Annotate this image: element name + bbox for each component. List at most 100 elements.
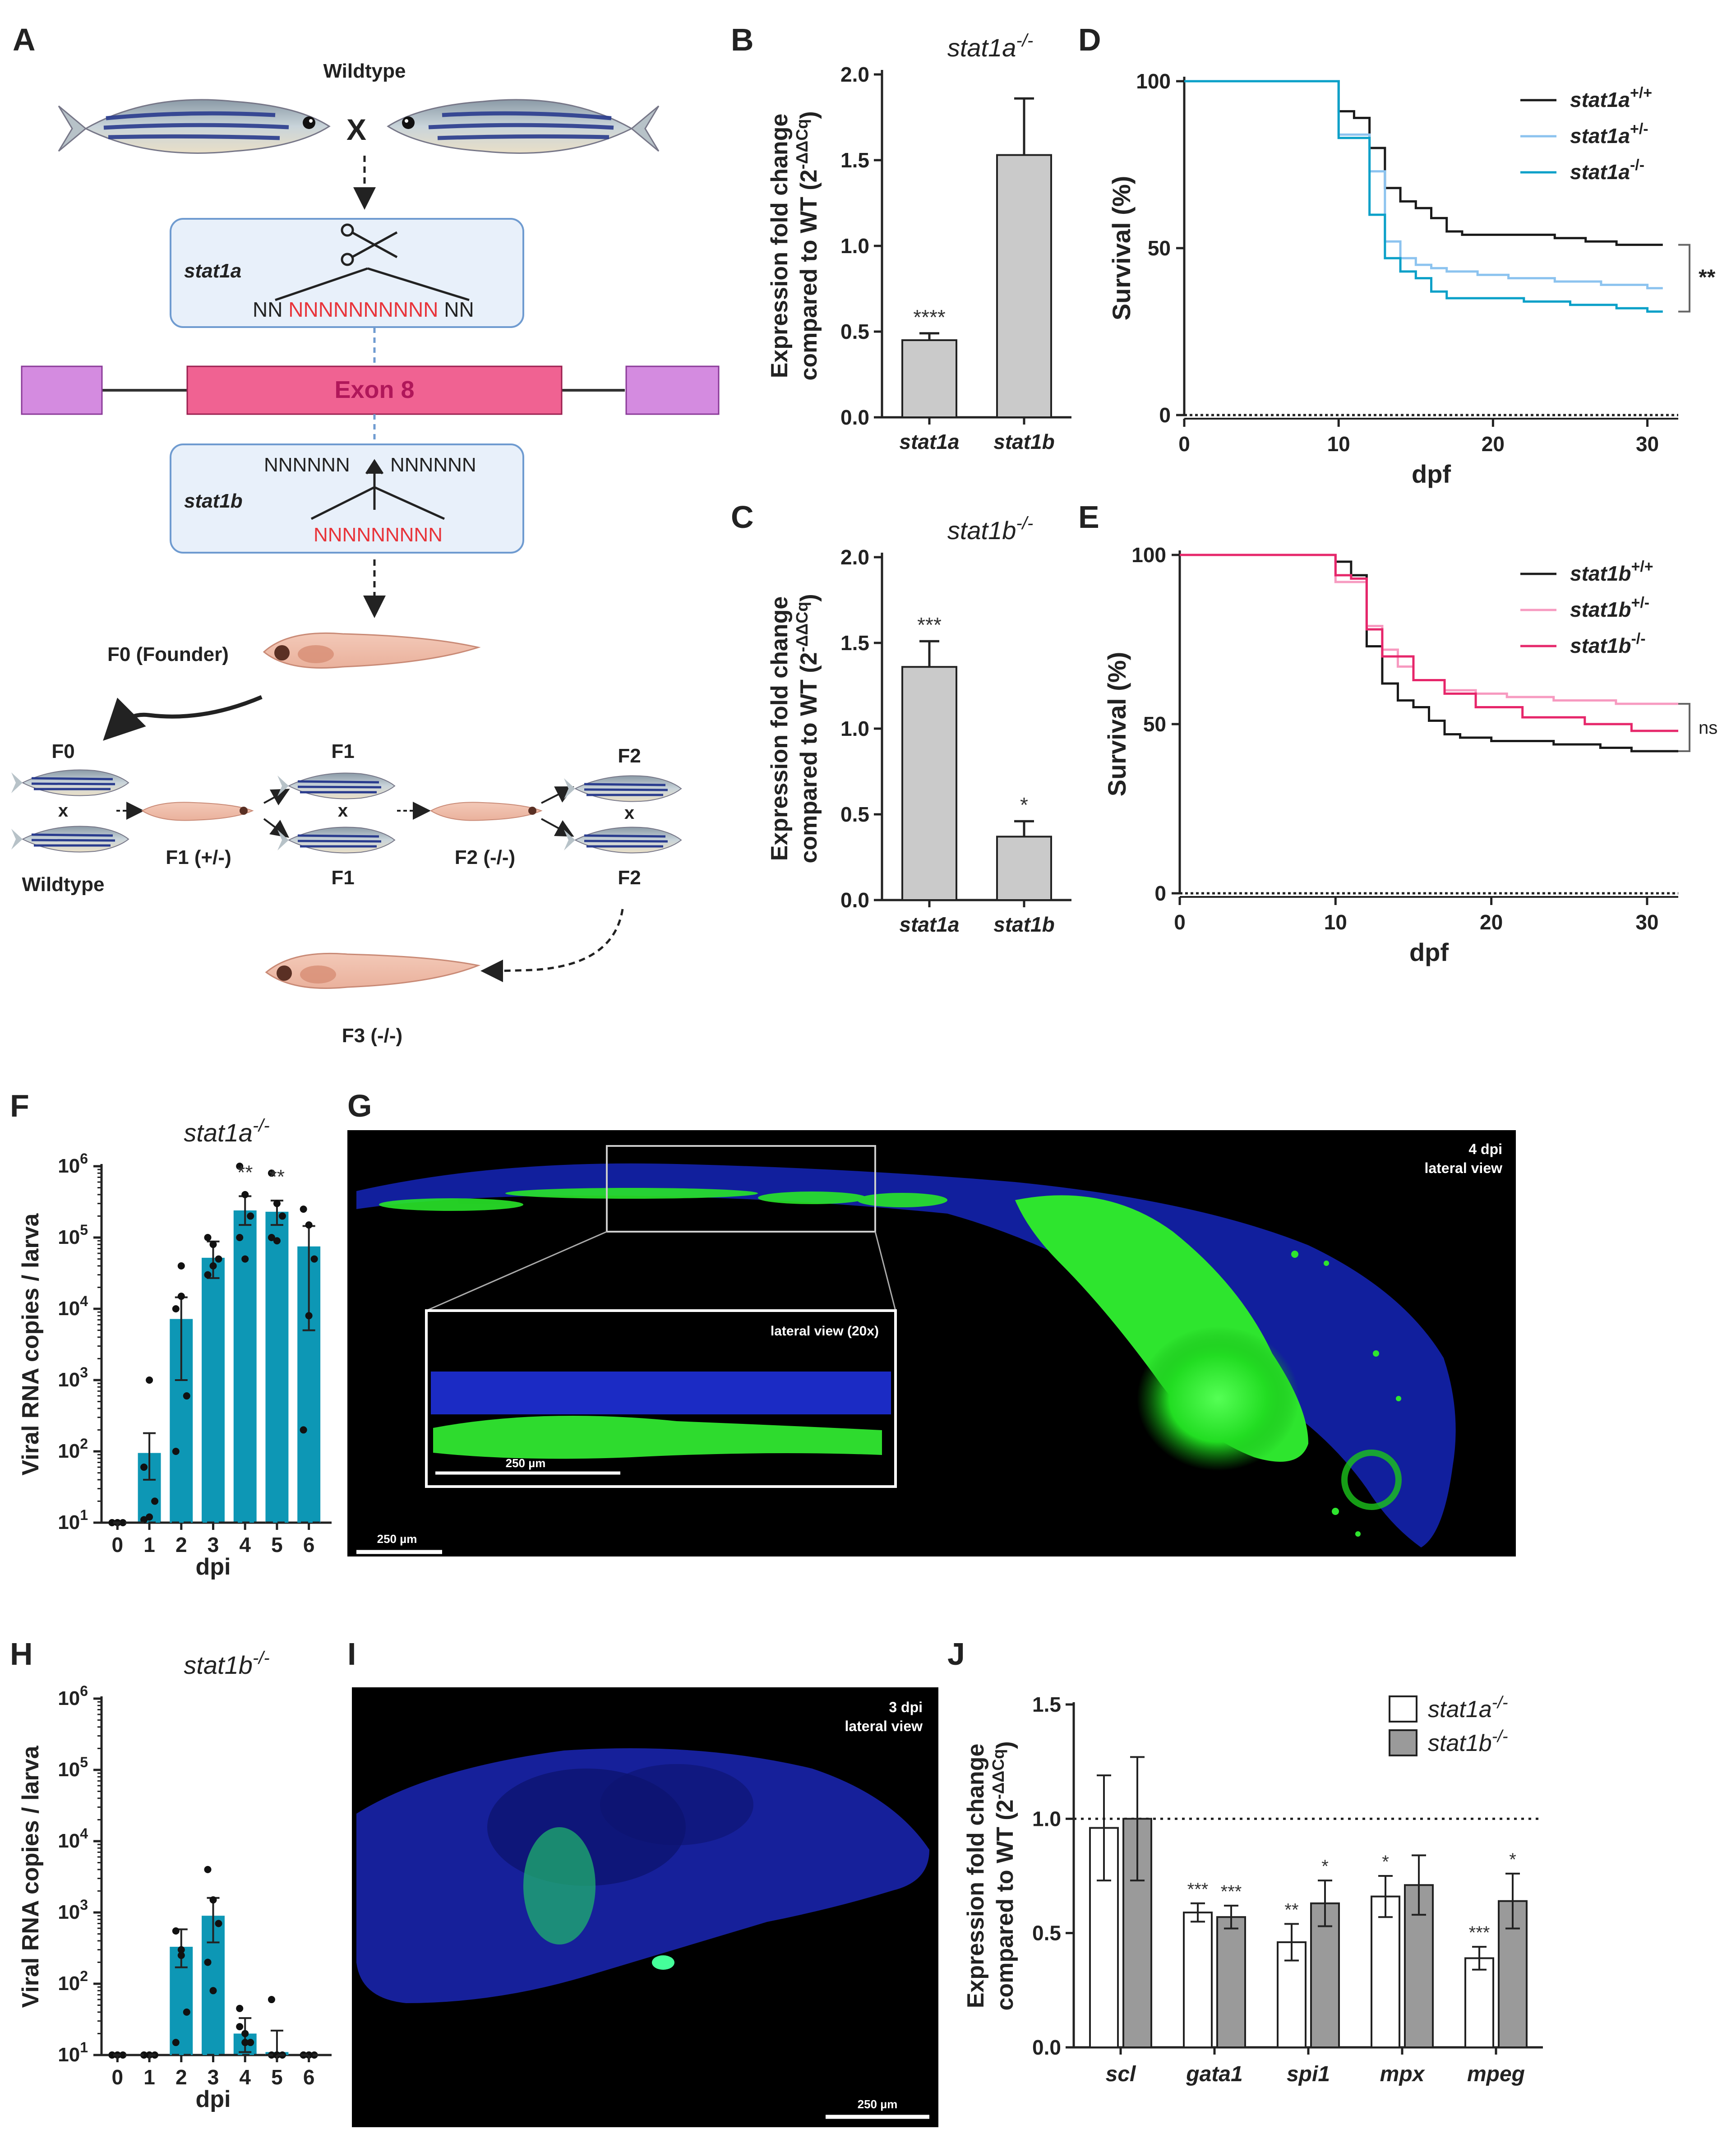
- y-tick-label: 0: [1154, 882, 1166, 905]
- data-point: [183, 1392, 190, 1400]
- data-point: [215, 1920, 222, 1927]
- survival-line: [1180, 554, 1678, 753]
- panel-i-image: 3 dpi lateral view 250 µm: [352, 1687, 938, 2127]
- f0-founder-label: F0 (Founder): [107, 643, 229, 665]
- data-point: [247, 1212, 254, 1220]
- data-point: [151, 1497, 159, 1505]
- data-point: [268, 1234, 275, 1241]
- data-point: [236, 1163, 244, 1170]
- f0-label: F0: [51, 740, 74, 762]
- f1-cross: x: [338, 801, 348, 821]
- y-tick-exponent: 5: [80, 1222, 88, 1238]
- fish-f2-bottom: [564, 827, 682, 854]
- data-point: [209, 1241, 217, 1248]
- chart-d: 0 50 100 0 10 20 30 dpf Survival (%) stat1a+/+ sta…: [1107, 69, 1716, 488]
- y-axis-label-end: ): [992, 1741, 1018, 1749]
- x-tick-label: 0: [1174, 910, 1186, 934]
- f1-label-bottom: F1: [331, 867, 354, 889]
- y-tick-label: 104: [58, 1293, 88, 1320]
- survival-line: [1180, 554, 1678, 732]
- y-tick-label: 0.0: [840, 888, 869, 912]
- bar: [1183, 1912, 1213, 2049]
- f1-het-label: F1 (+/-): [166, 846, 231, 868]
- legend-label-sup: +/-: [1631, 594, 1649, 611]
- x-axis-label: dpf: [1409, 938, 1449, 966]
- stat1b-seq-left: NNNNNN: [264, 454, 350, 476]
- data-point: [172, 1927, 180, 1935]
- flank-right: [625, 365, 720, 415]
- chart-title: stat1b-/-: [947, 513, 1033, 545]
- g-scale-label: 250 µm: [377, 1532, 417, 1546]
- stat1a-label: stat1a: [184, 260, 241, 282]
- f2-label-bottom: F2: [618, 867, 641, 889]
- panel-letter-j: J: [947, 1636, 965, 1672]
- data-point: [177, 1293, 185, 1300]
- x-axis-label: dpi: [196, 1554, 231, 1580]
- y-tick-label: 0.0: [840, 406, 869, 429]
- data-point: [140, 1516, 148, 1524]
- y-tick-label: 50: [1148, 236, 1171, 260]
- y-axis-label: Viral RNA copies / larva: [18, 1745, 44, 2008]
- f2-hom-label: F2 (-/-): [455, 846, 515, 868]
- x-tick-label: stat1b: [993, 913, 1054, 936]
- y-tick-exponent: 2: [80, 1436, 88, 1452]
- data-point: [209, 1896, 217, 1904]
- stat1a-box: [170, 218, 524, 328]
- y-tick-label: 1.5: [840, 148, 869, 172]
- chart-title: stat1a-/-: [184, 1116, 269, 1147]
- wildtype-label: Wildtype: [323, 60, 406, 82]
- y-tick-label: 104: [58, 1825, 88, 1852]
- legend-label: stat1b+/-: [1570, 594, 1649, 621]
- y-tick-label: 103: [58, 1897, 88, 1923]
- scissors-icon: [341, 223, 398, 266]
- exon-box: [186, 365, 563, 415]
- x-axis-label: dpf: [1412, 460, 1451, 488]
- data-point: [241, 1255, 249, 1263]
- legend-label-sup: -/-: [1492, 1693, 1508, 1712]
- data-point: [247, 2039, 254, 2046]
- data-point: [140, 2051, 148, 2059]
- larva-f3: [265, 952, 481, 989]
- y-tick-label: 100: [1136, 69, 1171, 93]
- chart-title-sup: -/-: [253, 1648, 270, 1668]
- y-axis-label-sup: -ΔΔCq: [793, 602, 811, 652]
- data-point: [119, 2051, 127, 2059]
- chart-title-sup: -/-: [1016, 31, 1033, 51]
- y-tick-label: 2.0: [840, 63, 869, 86]
- chart-e: 0 50 100 0 10 20 30 dpf Survival (%) stat1b+/+ sta…: [1103, 543, 1718, 966]
- data-point: [209, 1262, 217, 1270]
- i-scale-label: 250 µm: [858, 2097, 898, 2111]
- significance-label: ***: [1187, 1880, 1209, 1899]
- stat1b-label: stat1b: [184, 490, 243, 512]
- data-point: [241, 2039, 249, 2046]
- chart-title-sup: -/-: [253, 1116, 270, 1136]
- data-point: [300, 1426, 307, 1434]
- data-point: [268, 1169, 275, 1177]
- significance-label: *: [1382, 1852, 1389, 1872]
- legend-label-sup: +/+: [1631, 558, 1653, 575]
- y-tick-exponent: 1: [80, 1507, 88, 1523]
- stat1b-sequence-insert: NNNNNNNNN: [314, 524, 443, 546]
- g-corner-line1: 4 dpi: [1468, 1141, 1502, 1157]
- data-point: [172, 1305, 180, 1312]
- y-tick-label: 102: [58, 1968, 88, 1995]
- data-point: [241, 2030, 249, 2037]
- y-tick-label: 0.5: [840, 803, 869, 826]
- x-tick-label: stat1b: [993, 430, 1054, 453]
- y-tick-label: 106: [58, 1150, 88, 1177]
- data-point: [108, 2051, 116, 2059]
- significance-bracket: [1678, 244, 1690, 313]
- x-tick-label: 5: [271, 1533, 283, 1556]
- data-point: [305, 1221, 313, 1229]
- bar: [901, 666, 957, 901]
- fish-f1-top: [277, 772, 396, 799]
- flank-left: [21, 365, 103, 415]
- stat1b-seq-right: NNNNNN: [390, 454, 476, 476]
- f1-label-top: F1: [331, 740, 354, 762]
- survival-line: [1184, 80, 1663, 313]
- bar: [1216, 1916, 1246, 2049]
- legend-label-sup: +/+: [1630, 84, 1652, 102]
- significance-label: *: [1321, 1857, 1329, 1876]
- x-axis-label: dpi: [196, 2086, 231, 2112]
